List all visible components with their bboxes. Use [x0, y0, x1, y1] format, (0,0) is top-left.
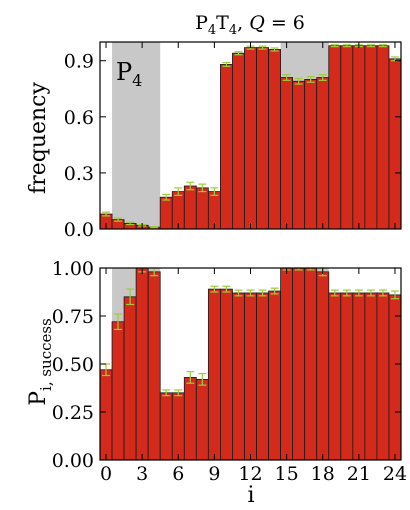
title-t: T	[216, 12, 229, 34]
bottom-x-ticks: 0 3 6 9 12 15 18 21 24	[100, 268, 407, 485]
bottom-bar	[304, 267, 318, 461]
top-bar	[316, 77, 330, 230]
bottom-x-tick-label: 15	[275, 463, 299, 485]
top-bar	[183, 185, 197, 230]
figure-title: P4T4, Q = 6	[195, 12, 305, 38]
top-bar	[195, 187, 209, 230]
bottom-bar	[219, 288, 233, 461]
top-bar	[364, 45, 378, 230]
top-bar	[219, 64, 233, 230]
top-bar	[159, 196, 173, 230]
bottom-bar	[280, 267, 294, 461]
bottom-y-tick-label: 0.50	[52, 354, 94, 376]
bottom-bar	[328, 292, 342, 461]
top-bar	[232, 52, 245, 230]
bottom-x-tick-label: 12	[238, 463, 262, 485]
top-y-tick-label: 0.9	[64, 51, 94, 73]
bottom-bar	[135, 267, 149, 461]
bottom-bar	[123, 296, 137, 461]
bottom-bar	[195, 378, 209, 461]
bottom-y-label-sub: i, success	[37, 318, 55, 391]
top-bar	[352, 45, 366, 230]
top-panel: 0.0 0.3 0.6 0.9 P4 frequency	[26, 41, 402, 241]
top-error-bars	[102, 44, 399, 229]
top-panel-annotation: P4	[116, 58, 142, 90]
bottom-bar	[171, 392, 185, 461]
title-sep: ,	[237, 12, 249, 34]
top-bar	[376, 45, 390, 230]
bottom-y-tick-label: 1.00	[52, 258, 94, 280]
bottom-bar	[292, 267, 306, 461]
top-y-axis-label: frequency	[26, 81, 51, 193]
bottom-panel: 0.00 0.25 0.50 0.75 1.00 0 3 6 9 12 15 18 21 24 Pi, …	[26, 258, 407, 508]
bottom-x-tick-label: 6	[172, 463, 184, 485]
bottom-y-label-main: P	[26, 391, 51, 406]
title-t-sub: 4	[229, 23, 237, 38]
bottom-bar	[244, 292, 257, 461]
bottom-bar	[99, 369, 113, 461]
bottom-bar	[147, 271, 161, 461]
bottom-x-tick-label: 21	[347, 463, 371, 485]
top-y-tick-label: 0.6	[64, 107, 94, 129]
top-bar	[268, 49, 281, 230]
annotation-sub: 4	[132, 71, 142, 90]
bottom-bar	[111, 321, 125, 461]
bottom-y-ticks: 0.00 0.25 0.50 0.75 1.00	[52, 258, 401, 472]
top-y-ticks: 0.0 0.3 0.6 0.9	[64, 51, 401, 241]
top-bar	[304, 79, 318, 230]
top-bars	[99, 45, 402, 230]
top-bar	[244, 47, 257, 230]
title-p: P	[195, 12, 208, 34]
bottom-bar	[316, 271, 330, 461]
bottom-y-axis-label: Pi, success	[26, 318, 55, 406]
title-eq: = 6	[265, 12, 305, 34]
top-bar	[328, 45, 342, 230]
bottom-bar	[256, 292, 269, 461]
annotation-base: P	[116, 58, 132, 86]
bottom-bar	[340, 292, 354, 461]
top-bar	[340, 45, 354, 230]
bottom-bar	[376, 292, 390, 461]
top-bar	[280, 77, 294, 230]
bottom-bar	[232, 292, 245, 461]
top-y-tick-label: 0.0	[64, 219, 94, 241]
bottom-x-axis-label: i	[247, 483, 254, 508]
bottom-y-tick-label: 0.75	[52, 306, 94, 328]
bottom-x-tick-label: 18	[311, 463, 335, 485]
bottom-bar	[159, 392, 173, 461]
bottom-x-tick-label: 3	[136, 463, 148, 485]
bottom-bars	[99, 267, 402, 461]
top-bar	[256, 47, 269, 230]
bottom-bar	[268, 290, 281, 461]
top-bar	[388, 58, 402, 230]
bottom-y-tick-label: 0.00	[52, 450, 94, 472]
top-shaded-region	[112, 42, 161, 229]
bottom-bar	[183, 377, 197, 461]
top-bar	[292, 80, 306, 230]
top-x-ticks	[105, 42, 396, 229]
bottom-bar	[388, 294, 402, 461]
bottom-bar	[207, 288, 221, 461]
top-y-tick-label: 0.3	[64, 163, 94, 185]
title-q: Q	[249, 12, 265, 34]
bottom-x-tick-label: 9	[208, 463, 220, 485]
bottom-bar	[352, 292, 366, 461]
bottom-x-tick-label: 24	[383, 463, 407, 485]
title-p-sub: 4	[208, 23, 216, 38]
bottom-bar	[364, 292, 378, 461]
bottom-y-tick-label: 0.25	[52, 402, 94, 424]
bottom-x-tick-label: 0	[100, 463, 112, 485]
